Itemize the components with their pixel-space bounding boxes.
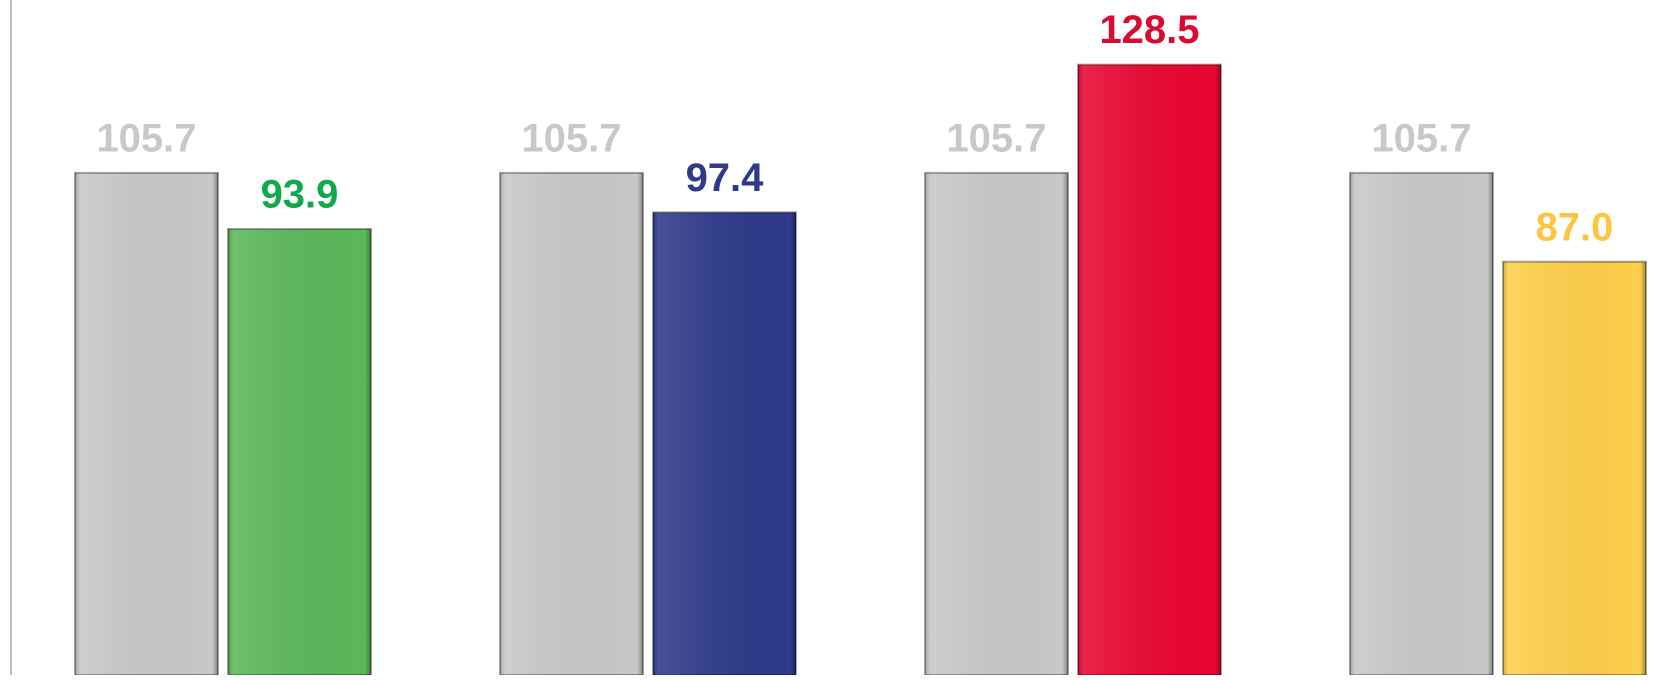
bar bbox=[227, 227, 372, 676]
bar bbox=[1502, 260, 1647, 676]
bar bbox=[499, 171, 644, 677]
data-label: 105.7 bbox=[1371, 116, 1471, 160]
data-label: 105.7 bbox=[96, 116, 196, 160]
data-label: 105.7 bbox=[946, 116, 1046, 160]
data-label: 128.5 bbox=[1099, 8, 1199, 52]
data-label: 93.9 bbox=[261, 173, 339, 217]
data-label: 97.4 bbox=[686, 156, 765, 200]
bar bbox=[924, 171, 1069, 677]
bar bbox=[74, 171, 219, 677]
bar bbox=[1077, 63, 1222, 676]
bar bbox=[652, 211, 797, 676]
data-label: 87.0 bbox=[1536, 205, 1614, 249]
bar bbox=[1349, 171, 1494, 677]
data-label: 105.7 bbox=[521, 116, 621, 160]
